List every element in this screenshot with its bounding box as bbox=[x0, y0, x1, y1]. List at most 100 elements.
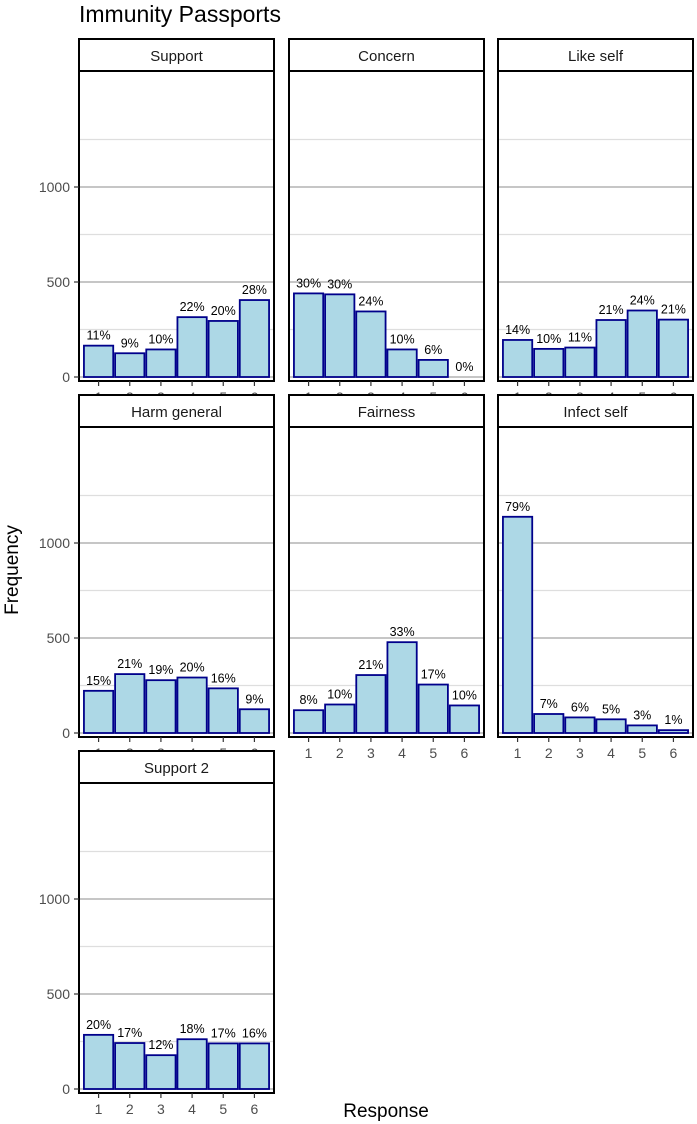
bar bbox=[448, 704, 480, 734]
bar bbox=[238, 708, 270, 734]
x-tick-label: 4 bbox=[607, 745, 615, 761]
bar-label: 30% bbox=[296, 276, 321, 290]
bar-label: 5% bbox=[602, 702, 620, 716]
panel-support-2: Support 2 20% 17% 12% 18% 17% 16% 1 2 3 4 5 6 0 500 100… bbox=[39, 750, 275, 1117]
x-tick-label: 1 bbox=[514, 745, 522, 761]
bar bbox=[386, 641, 418, 734]
panel-frame bbox=[497, 70, 694, 382]
bar bbox=[145, 1054, 177, 1090]
bar-label: 14% bbox=[505, 323, 530, 337]
y-tick-label: 0 bbox=[62, 369, 70, 385]
bar bbox=[502, 515, 534, 734]
bar-label: 17% bbox=[421, 668, 446, 682]
bar bbox=[293, 292, 325, 378]
bar-label: 16% bbox=[211, 671, 236, 685]
x-tick-label: 3 bbox=[576, 745, 584, 761]
bar bbox=[114, 352, 146, 378]
x-tick-label: 5 bbox=[429, 745, 437, 761]
bar bbox=[355, 674, 387, 734]
bar bbox=[355, 310, 387, 378]
bar bbox=[114, 1042, 146, 1090]
bar-label: 11% bbox=[568, 331, 592, 345]
x-tick-label: 4 bbox=[398, 745, 406, 761]
strip-label: Fairness bbox=[358, 404, 416, 421]
panel-infect-self: Infect self 79% 7% 6% 5% 3% 1% 1 2 3 4 5 6 bbox=[497, 394, 694, 761]
x-tick-label: 6 bbox=[461, 745, 469, 761]
bar bbox=[417, 683, 449, 734]
bar-label: 11% bbox=[87, 329, 111, 343]
chart-title: Immunity Passports bbox=[79, 1, 281, 27]
bar bbox=[386, 348, 418, 378]
x-tick-label: 1 bbox=[95, 1101, 103, 1117]
bar bbox=[238, 1042, 270, 1090]
bar bbox=[145, 348, 177, 378]
bar bbox=[207, 1042, 239, 1090]
bar bbox=[114, 673, 146, 734]
x-tick-label: 2 bbox=[545, 745, 553, 761]
bar bbox=[417, 358, 449, 378]
panel-frame bbox=[288, 426, 485, 738]
bar-label: 7% bbox=[540, 697, 558, 711]
bar bbox=[324, 703, 356, 734]
bar-label: 20% bbox=[211, 304, 236, 318]
bar-label: 79% bbox=[505, 500, 530, 514]
bar-label: 21% bbox=[117, 657, 142, 671]
bar-label: 22% bbox=[180, 300, 205, 314]
bar-label: 10% bbox=[536, 332, 561, 346]
bar bbox=[176, 1038, 208, 1090]
x-axis-title: Response bbox=[343, 1101, 429, 1122]
x-tick-label: 2 bbox=[126, 1101, 134, 1117]
bar-label: 24% bbox=[358, 294, 383, 308]
bar-label: 17% bbox=[211, 1026, 236, 1040]
bar-label: 10% bbox=[148, 332, 173, 346]
panel-fairness: Fairness 8% 10% 21% 33% 17% 10% 1 2 3 4 5 6 bbox=[288, 394, 485, 761]
bar-label: 21% bbox=[358, 658, 383, 672]
strip-infect-self bbox=[497, 394, 694, 428]
bar bbox=[564, 716, 596, 734]
panel-frame bbox=[78, 782, 275, 1094]
bar bbox=[626, 309, 658, 378]
bar bbox=[626, 724, 658, 734]
bar bbox=[83, 689, 115, 734]
strip-support-2 bbox=[78, 750, 275, 784]
bar bbox=[657, 318, 689, 378]
x-tick-label: 2 bbox=[336, 745, 344, 761]
bar-label: 1% bbox=[664, 713, 682, 727]
bar-label: 21% bbox=[661, 303, 686, 317]
bar bbox=[176, 316, 208, 378]
bar bbox=[176, 676, 208, 734]
bar-label: 16% bbox=[242, 1026, 267, 1040]
panel-frame bbox=[78, 70, 275, 382]
bar-label: 0% bbox=[455, 360, 473, 374]
bar-label: 9% bbox=[245, 692, 263, 706]
bar-label: 10% bbox=[327, 688, 352, 702]
x-tick-label: 1 bbox=[305, 745, 313, 761]
bar-label: 6% bbox=[571, 700, 589, 714]
y-tick-label: 0 bbox=[62, 1081, 70, 1097]
bar bbox=[533, 347, 565, 378]
strip-label: Support bbox=[150, 48, 203, 65]
bar bbox=[502, 339, 534, 378]
bar bbox=[595, 718, 627, 734]
bar-label: 18% bbox=[180, 1022, 205, 1036]
y-tick-label: 1000 bbox=[39, 891, 70, 907]
x-tick-label: 5 bbox=[638, 745, 646, 761]
bar-label: 15% bbox=[86, 674, 111, 688]
bar-label: 8% bbox=[300, 693, 318, 707]
x-tick-label: 6 bbox=[251, 1101, 259, 1117]
y-tick-label: 1000 bbox=[39, 179, 70, 195]
bar bbox=[595, 319, 627, 378]
bar-label: 3% bbox=[633, 708, 651, 722]
bar bbox=[207, 320, 239, 378]
x-tick-label: 5 bbox=[219, 1101, 227, 1117]
bar bbox=[145, 679, 177, 734]
x-tick-label: 6 bbox=[670, 745, 678, 761]
y-tick-label: 500 bbox=[47, 630, 71, 646]
bar-label: 19% bbox=[148, 663, 173, 677]
y-tick-label: 0 bbox=[62, 725, 70, 741]
panel-frame bbox=[78, 426, 275, 738]
